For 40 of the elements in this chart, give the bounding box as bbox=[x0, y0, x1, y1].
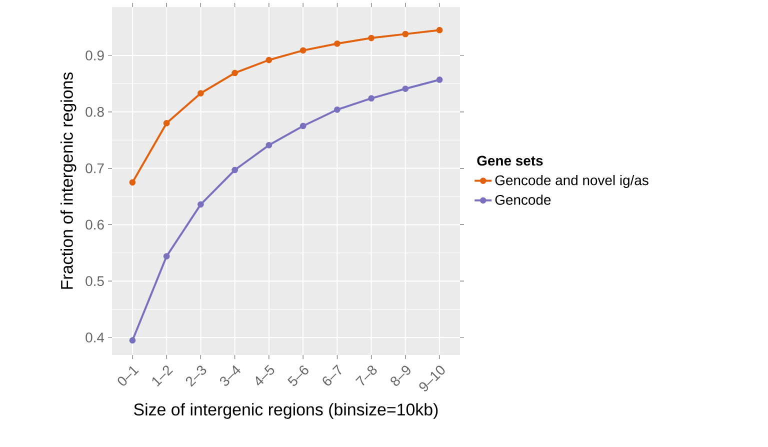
point bbox=[266, 56, 272, 64]
y-axis-title: Fraction of intergenic regions bbox=[60, 72, 76, 289]
point bbox=[266, 142, 272, 148]
point bbox=[198, 90, 204, 96]
x-tick-label: 5–6 bbox=[288, 366, 308, 386]
point bbox=[402, 30, 409, 38]
legend-title: Gene sets bbox=[477, 156, 543, 166]
y-tick-label: 0.7 bbox=[86, 163, 104, 174]
point bbox=[129, 179, 136, 186]
x-tick-label: 0–1 bbox=[118, 366, 139, 386]
point bbox=[232, 70, 238, 76]
point bbox=[402, 86, 409, 92]
y-tick-label: 0.9 bbox=[86, 50, 104, 60]
x-tick-label: 3–4 bbox=[220, 365, 240, 386]
point bbox=[198, 201, 204, 208]
point bbox=[163, 253, 170, 260]
point bbox=[334, 106, 340, 113]
point bbox=[368, 95, 374, 102]
y-tick-label: 0.5 bbox=[86, 276, 104, 286]
point bbox=[129, 337, 136, 344]
y-tick-label: 0.4 bbox=[86, 332, 104, 342]
point bbox=[232, 166, 238, 174]
legend-label: Gencode bbox=[495, 194, 551, 205]
point bbox=[163, 120, 170, 126]
point bbox=[300, 47, 306, 54]
x-tick-label: 6–7 bbox=[322, 364, 342, 386]
x-tick-label: 8–9 bbox=[390, 366, 410, 386]
y-tick-label: 0.6 bbox=[86, 220, 104, 230]
y-tick-label: 0.8 bbox=[86, 106, 104, 117]
x-axis-title: Size of intergenic regions (binsize=10kb) bbox=[134, 403, 438, 419]
x-tick-label: 7–8 bbox=[355, 366, 377, 386]
legend-label: Gencode and novel ig/as bbox=[495, 175, 648, 188]
point bbox=[300, 122, 306, 130]
point bbox=[436, 26, 443, 34]
x-tick-label: 4–5 bbox=[256, 364, 274, 386]
point bbox=[368, 34, 374, 42]
point bbox=[436, 76, 443, 83]
x-tick-label: 2–3 bbox=[186, 366, 206, 387]
x-tick-label: 1–2 bbox=[152, 366, 173, 387]
point bbox=[334, 40, 340, 47]
